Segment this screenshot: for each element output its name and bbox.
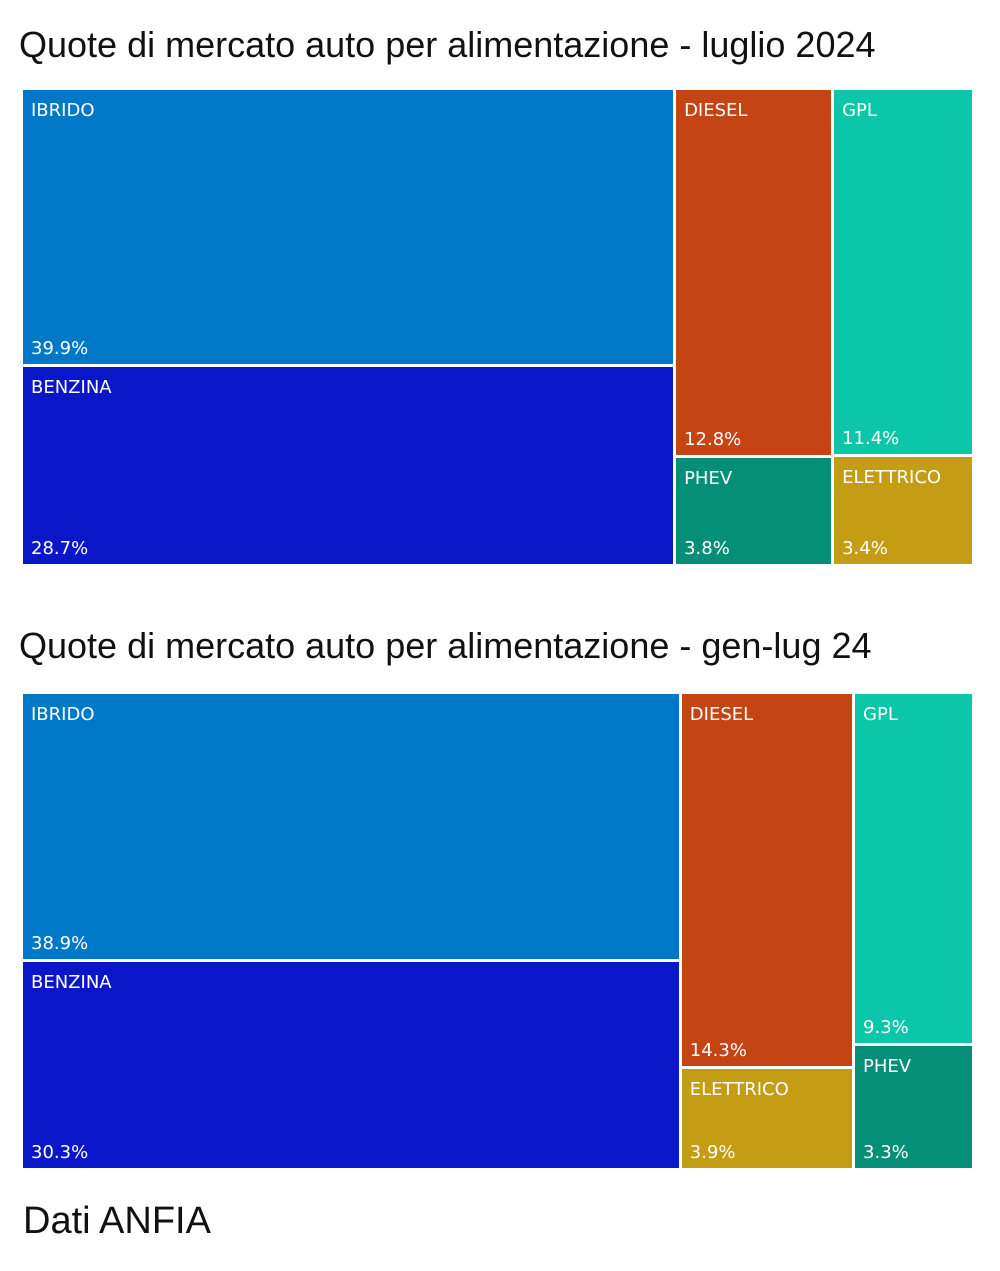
treemap-tile-diesel: DIESEL 14.3% [681,694,853,1066]
treemap-luglio-2024: IBRIDO 39.9% BENZINA 28.7% DIESEL 12.8% PHEV 3.… [23,90,975,567]
treemap-gen-lug-24: IBRIDO 38.9% BENZINA 30.3% DIESEL 14.3% ELETTR… [23,694,975,1171]
chart-title-gen-lug: Quote di mercato auto per alimentazione … [19,625,872,666]
treemap-tile-gpl: GPL 11.4% [834,90,972,455]
tile-value-label: 11.4% [842,428,900,450]
tile-label: BENZINA [31,377,112,399]
tile-value-label: 39.9% [31,338,89,360]
tile-value-label: 3.9% [689,1141,736,1163]
treemap-tile-elettrico: ELETTRICO 3.9% [681,1068,853,1168]
treemap-tile-gpl: GPL 9.3% [855,694,972,1044]
tile-value-label: 3.3% [863,1141,909,1163]
tile-label: ELETTRICO [689,1078,789,1100]
tile-label: IBRIDO [31,100,95,121]
tile-label: DIESEL [689,704,754,725]
tile-label: BENZINA [31,972,112,994]
chart-title-luglio: Quote di mercato auto per alimentazione … [19,24,876,65]
tile-value-label: 38.9% [31,933,89,955]
tile-label: IBRIDO [31,704,95,725]
tile-value-label: 3.8% [684,537,730,559]
tile-label: PHEV [684,467,733,489]
treemap-tile-diesel: DIESEL 12.8% [676,90,832,455]
treemap-tile-ibrido: IBRIDO 39.9% [23,90,674,365]
tile-value-label: 14.3% [689,1039,747,1061]
treemap-tile-elettrico: ELETTRICO 3.4% [834,457,972,564]
tile-label: PHEV [863,1056,912,1078]
tile-label: GPL [842,100,877,121]
treemap-tile-phev: PHEV 3.3% [855,1046,972,1168]
tile-value-label: 30.3% [31,1141,89,1163]
tile-value-label: 28.7% [31,537,89,559]
tile-value-label: 9.3% [863,1017,909,1039]
treemap-tile-ibrido: IBRIDO 38.9% [23,694,679,960]
tile-label: GPL [863,704,898,725]
tile-value-label: 3.4% [842,537,888,559]
tile-label: DIESEL [684,100,748,121]
treemap-tile-benzina: BENZINA 30.3% [23,962,679,1168]
treemap-tile-phev: PHEV 3.8% [676,457,832,564]
tile-value-label: 12.8% [684,428,742,450]
treemap-tile-benzina: BENZINA 28.7% [23,367,674,564]
source-note: Dati ANFIA [23,1200,211,1242]
tile-label: ELETTRICO [842,467,942,489]
